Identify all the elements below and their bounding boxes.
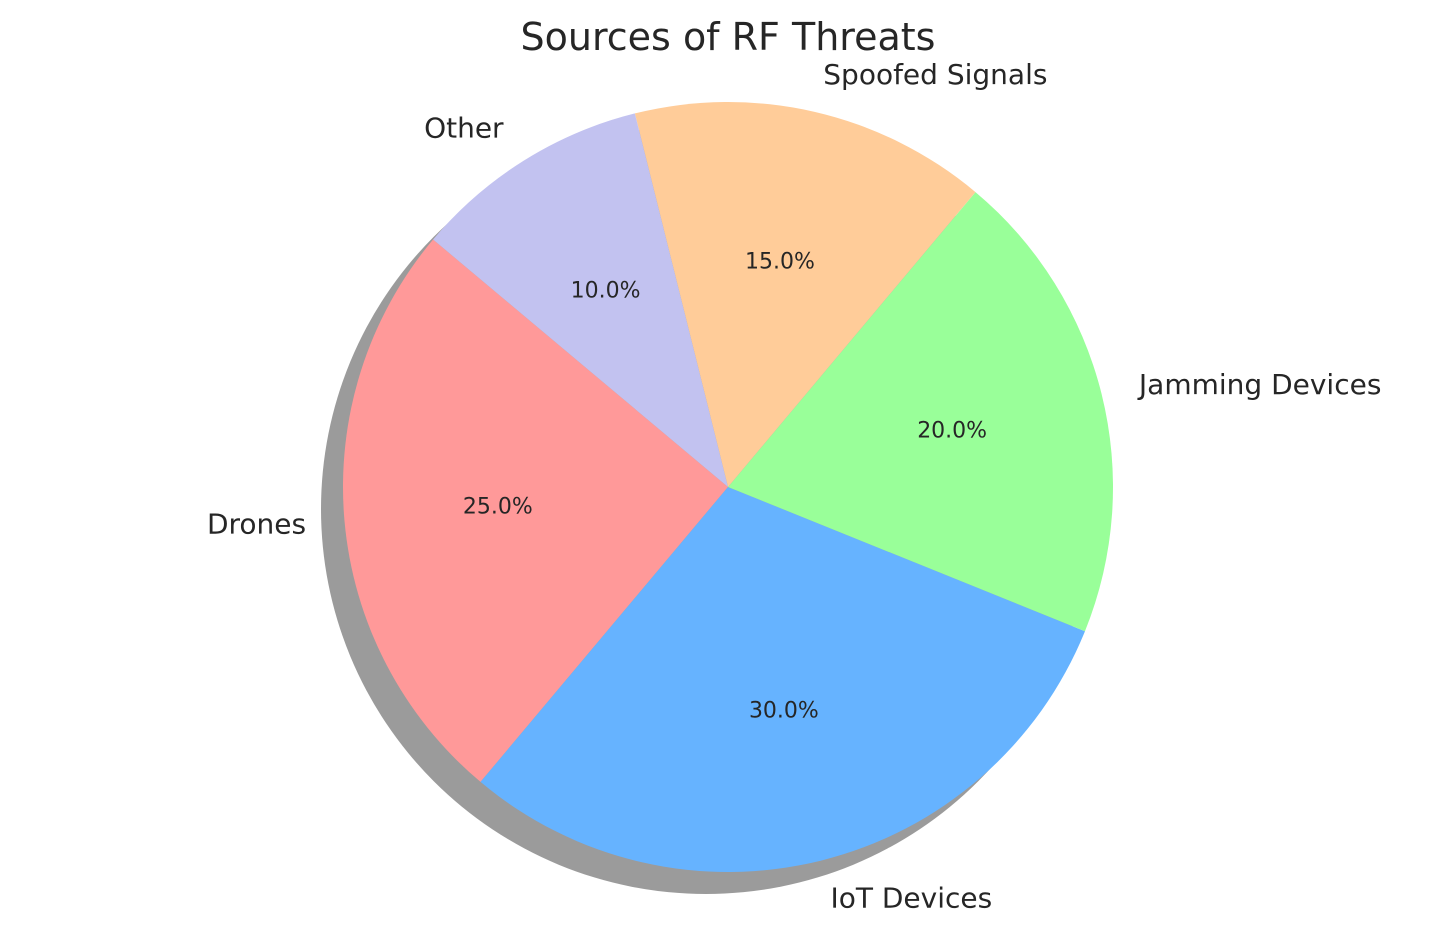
slice-label-jamming-devices: Jamming Devices [1137, 368, 1382, 401]
slice-label-iot-devices: IoT Devices [830, 881, 992, 914]
slice-percent-jamming-devices: 20.0% [917, 419, 987, 444]
slice-percent-other: 10.0% [571, 279, 641, 304]
pie-slices-layer [342, 101, 1113, 872]
pie-slice-spoofed-signals [634, 101, 976, 487]
pie-slice-other [433, 113, 728, 487]
slice-percent-iot-devices: 30.0% [749, 699, 819, 724]
slice-percent-spoofed-signals: 15.0% [745, 249, 815, 274]
chart-title: Sources of RF Threats [521, 15, 936, 59]
pie-slice-jamming-devices [728, 192, 1113, 632]
pie-slice-drones [342, 239, 728, 782]
slice-label-drones: Drones [207, 507, 306, 540]
slice-percent-drones: 25.0% [463, 495, 533, 520]
slice-label-other: Other [424, 111, 504, 144]
slice-label-spoofed-signals: Spoofed Signals [823, 58, 1047, 91]
pie-slice-iot-devices [480, 487, 1085, 872]
pie-labels-layer: Drones 25.0% IoT Devices 30.0% Jamming Devic… [207, 58, 1381, 915]
